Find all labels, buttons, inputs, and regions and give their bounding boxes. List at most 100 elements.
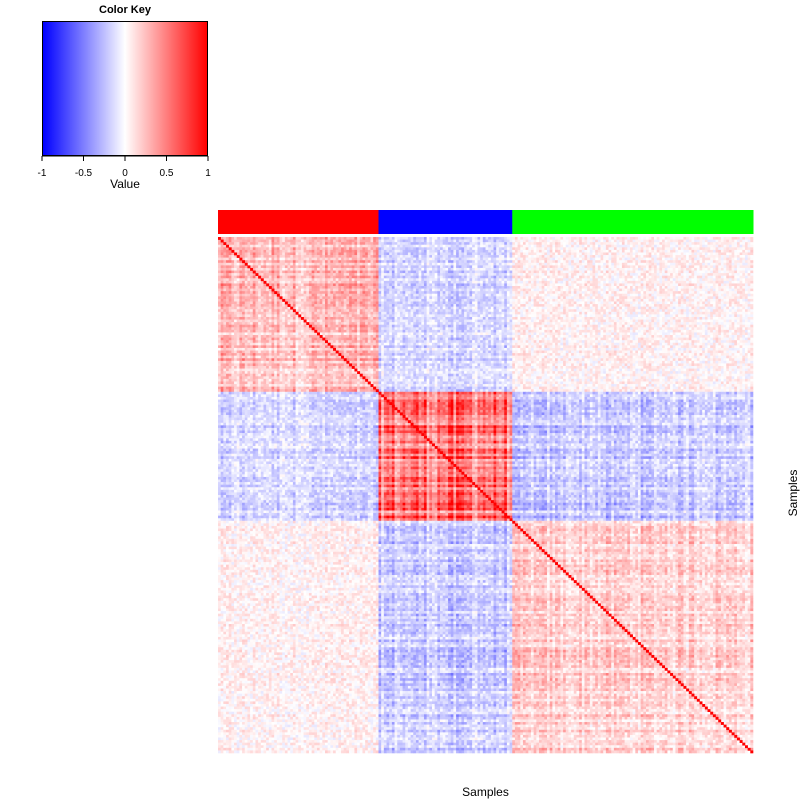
heatmap-cell [253,247,256,250]
heatmap-cell [563,245,566,248]
heatmap-cell [595,242,598,245]
heatmap-cell [488,245,491,248]
heatmap-cell [255,245,258,248]
heatmap-cell [611,247,614,250]
heatmap-cell [429,240,432,243]
heatmap-cell [416,237,419,240]
heatmap-cell [379,237,382,240]
heatmap-cell [218,250,221,253]
heatmap-cell [456,237,459,240]
heatmap-cell [745,242,748,245]
heatmap-cell [448,242,451,245]
heatmap-cell [614,240,617,243]
heatmap-cell [504,245,507,248]
heatmap-cell [686,237,689,240]
heatmap-cell [389,242,392,245]
heatmap-cell [667,242,670,245]
heatmap-cell [716,237,719,240]
heatmap-cell [512,237,515,240]
heatmap-cell [413,242,416,245]
heatmap-cell [691,237,694,240]
heatmap-cell [694,240,697,243]
heatmap-cell [724,247,727,250]
heatmap-cell [269,242,272,245]
heatmap-cell [625,247,628,250]
heatmap-cell [389,240,392,243]
heatmap-cell [721,237,724,240]
heatmap-cell [266,250,269,253]
heatmap [0,0,800,800]
heatmap-cell [325,240,328,243]
heatmap-cell [544,245,547,248]
heatmap-cell [263,237,266,240]
heatmap-cell [643,245,646,248]
heatmap-cell [675,237,678,240]
heatmap-cell [745,247,748,250]
heatmap-cell [520,245,523,248]
heatmap-cell [338,237,341,240]
heatmap-cell [750,247,753,250]
heatmap-cell [697,247,700,250]
heatmap-cell [269,247,272,250]
heatmap-cell [274,247,277,250]
heatmap-cell [242,242,245,245]
heatmap-cell [563,237,566,240]
heatmap-cell [467,245,470,248]
heatmap-cell [445,240,448,243]
heatmap-cell [325,247,328,250]
heatmap-cell [523,240,526,243]
heatmap-cell [306,240,309,243]
heatmap-cell [247,242,250,245]
heatmap-cell [400,240,403,243]
heatmap-cell [304,247,307,250]
heatmap-cell [528,242,531,245]
heatmap-cell [226,247,229,250]
heatmap-cell [285,247,288,250]
heatmap-cell [277,240,280,243]
heatmap-cell [665,245,668,248]
heatmap-cell [258,237,261,240]
heatmap-cell [681,247,684,250]
heatmap-cell [464,237,467,240]
heatmap-cell [593,240,596,243]
heatmap-cell [354,242,357,245]
heatmap-cell [226,237,229,240]
heatmap-cell [662,245,665,248]
heatmap-cell [429,237,432,240]
heatmap-cell [320,242,323,245]
heatmap-cell [614,247,617,250]
heatmap-cell [713,240,716,243]
heatmap-cell [472,247,475,250]
heatmap-cell [282,242,285,245]
heatmap-cell [635,237,638,240]
heatmap-cell [718,242,721,245]
heatmap-cell [242,245,245,248]
heatmap-cell [499,237,502,240]
heatmap-cell [325,242,328,245]
heatmap-cell [617,247,620,250]
heatmap-cell [700,237,703,240]
heatmap-cell [560,240,563,243]
heatmap-cell [231,242,234,245]
heatmap-cell [614,237,617,240]
heatmap-cell [635,245,638,248]
heatmap-cell [344,245,347,248]
heatmap-cell [266,237,269,240]
heatmap-cell [683,245,686,248]
heatmap-cell [395,240,398,243]
heatmap-cell [405,242,408,245]
heatmap-cell [253,237,256,240]
heatmap-cell [365,237,368,240]
heatmap-cell [678,237,681,240]
heatmap-cell [702,247,705,250]
heatmap-cell [475,240,478,243]
heatmap-cell [405,247,408,250]
heatmap-cell [432,245,435,248]
heatmap-cell [459,242,462,245]
heatmap-cell [301,237,304,240]
heatmap-cell [258,245,261,248]
heatmap-cell [349,240,352,243]
heatmap-cell [255,247,258,250]
heatmap-cell [266,240,269,243]
heatmap-cell [405,245,408,248]
